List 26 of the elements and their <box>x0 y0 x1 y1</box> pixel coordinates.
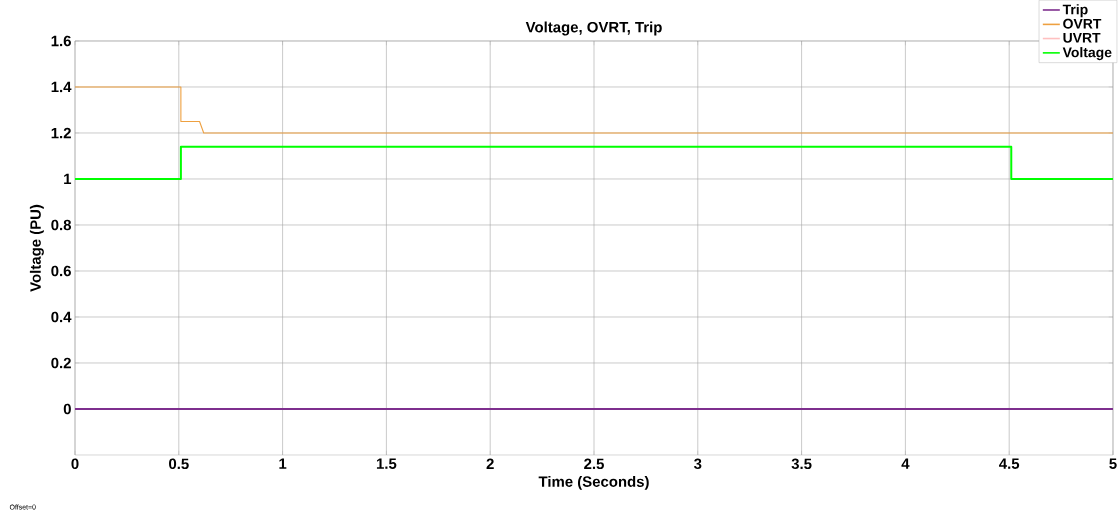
chart-title: Voltage, OVRT, Trip <box>525 21 662 36</box>
y-tick-label: 0.8 <box>51 219 72 231</box>
x-tick-label: 3.5 <box>791 458 812 470</box>
y-tick-label: 0.4 <box>51 311 72 323</box>
y-tick-label: 0.6 <box>51 265 71 277</box>
x-tick-label: 4 <box>901 458 910 469</box>
y-axis-title: Voltage (PU) <box>29 204 44 292</box>
x-tick-label: 4.5 <box>999 458 1020 469</box>
x-tick-label: 1 <box>279 458 287 469</box>
x-tick-label: 3 <box>693 458 702 470</box>
legend-label: OVRT <box>1063 18 1102 29</box>
x-tick-label: 1.5 <box>376 458 397 469</box>
legend-label: Voltage <box>1062 47 1112 61</box>
y-tick-label: 1.6 <box>51 35 71 47</box>
y-tick-label: 1.4 <box>51 81 72 93</box>
legend-label: Trip <box>1062 4 1088 18</box>
y-tick-label: 1.2 <box>51 127 71 139</box>
x-axis-title: Time (Seconds) <box>538 475 649 490</box>
y-tick-label: 0 <box>63 403 71 415</box>
legend-label: UVRT <box>1063 33 1101 43</box>
y-tick-label: 1 <box>64 173 72 185</box>
x-tick-label: 0.5 <box>169 458 189 470</box>
x-tick-label: 5 <box>1109 458 1117 469</box>
y-tick-label: 0.2 <box>51 357 71 369</box>
x-tick-label: 2 <box>486 458 494 469</box>
x-tick-label: 2.5 <box>584 458 604 470</box>
